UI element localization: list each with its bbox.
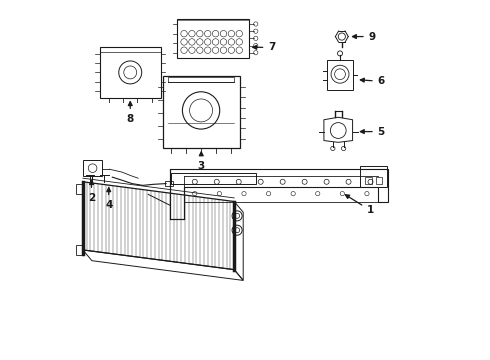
- Text: 7: 7: [253, 42, 276, 52]
- Text: 1: 1: [345, 195, 374, 216]
- Text: 9: 9: [352, 32, 376, 41]
- Bar: [76, 184, 83, 194]
- Bar: [177, 19, 248, 58]
- Bar: [166, 181, 173, 186]
- Bar: [163, 76, 240, 148]
- Bar: [365, 177, 372, 184]
- Text: 2: 2: [88, 181, 95, 203]
- Bar: [82, 160, 102, 176]
- Bar: [168, 77, 234, 82]
- Bar: [100, 47, 161, 98]
- Text: 5: 5: [360, 127, 385, 136]
- Bar: [360, 166, 387, 187]
- Bar: [76, 245, 83, 255]
- Text: 8: 8: [126, 102, 134, 124]
- Text: 4: 4: [105, 188, 112, 210]
- Text: 6: 6: [360, 76, 385, 86]
- Bar: [376, 177, 382, 184]
- Text: 3: 3: [197, 152, 205, 171]
